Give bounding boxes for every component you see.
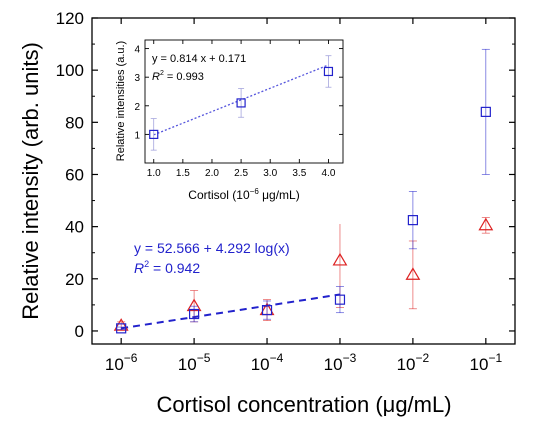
main-x-axis-label: Cortisol concentration (μg/mL)	[156, 392, 451, 417]
inset-x-tick-label-0: 1.0	[147, 168, 161, 179]
inset-y-axis-label: Relative intensities (a.u.)	[115, 41, 127, 161]
main-fit-r2: R2 = 0.942	[134, 259, 200, 276]
square-point-3-errorbar	[335, 286, 344, 314]
inset-x-tick-label-4: 3.0	[263, 168, 277, 179]
triangle-point-3	[332, 252, 348, 266]
inset-data-points	[149, 55, 334, 151]
triangle-point-5	[478, 217, 494, 231]
main-x-ticks: 10−6 10−5 10−4 10−3 10−2 10−1	[105, 18, 503, 374]
main-plot-frame	[91, 17, 516, 345]
square-point-3	[334, 294, 346, 305]
main-y-tick-label-5: 100	[56, 61, 84, 80]
main-fit-line	[121, 293, 341, 330]
inset-point-1-errorbar	[238, 88, 245, 118]
inset-square-point-2	[323, 66, 334, 77]
main-y-ticks: 0 20 40 60 80 100 120	[56, 9, 515, 341]
main-y-tick-label-2: 40	[65, 218, 84, 237]
square-point-0	[116, 323, 127, 334]
inset-x-tick-label-3: 2.5	[234, 168, 248, 179]
inset-background	[103, 24, 369, 224]
square-point-2-errorbar	[263, 300, 272, 320]
triangle-point-5-errorbar	[481, 217, 490, 234]
square-point-5	[480, 106, 491, 117]
square-point-1	[189, 308, 200, 320]
inset-fit-equation: y = 0.814 x + 0.171	[152, 53, 246, 65]
square-point-2	[261, 304, 273, 316]
inset-fit-r2: R2 = 0.993	[152, 70, 204, 83]
main-x-tick-label-1: 10−5	[178, 351, 211, 374]
main-y-tick-label-0: 0	[75, 322, 84, 341]
inset-square-point-1	[236, 98, 246, 108]
main-y-tick-label-1: 20	[65, 270, 84, 289]
inset-y-tick-label-2: 3	[134, 73, 140, 84]
main-fit-equation: y = 52.566 + 4.292 log(x)	[134, 240, 290, 256]
inset-x-tick-label-1: 1.5	[176, 168, 190, 179]
square-point-4-errorbar	[408, 191, 417, 250]
inset-square-point-0	[149, 129, 159, 139]
square-point-0-errorbar	[117, 326, 126, 331]
main-y-tick-label-3: 60	[65, 165, 84, 184]
main-y-axis-label: Relative intensity (arb. units)	[18, 42, 43, 320]
inset-fit-dotted-line	[153, 64, 329, 136]
main-y-tick-label-4: 80	[65, 113, 84, 132]
main-x-tick-label-3: 10−3	[324, 351, 357, 374]
main-x-tick-label-4: 10−2	[397, 351, 430, 374]
square-point-5-errorbar	[481, 48, 490, 175]
inset-y-tick-label-0: 1	[134, 130, 140, 141]
square-point-4	[407, 215, 418, 226]
main-x-tick-label-2: 10−4	[251, 351, 284, 374]
inset-y-tick-label-3: 4	[134, 45, 140, 56]
inset-y-ticks: 1 2 3 4	[134, 45, 343, 141]
inset-x-tick-label-5: 3.5	[292, 168, 306, 179]
main-fit-dashed-line	[121, 293, 341, 330]
triangle-point-4	[405, 267, 421, 280]
main-x-tick-label-5: 10−1	[470, 351, 503, 374]
inset-point-2-errorbar	[325, 55, 332, 88]
main-x-tick-label-0: 10−6	[105, 351, 138, 374]
inset-plot-frame	[144, 39, 344, 164]
inset-point-0-errorbar	[150, 118, 157, 151]
inset-x-ticks: 1.0 1.5 2.0 2.5 3.0 3.5 4.0	[147, 40, 336, 179]
inset-fit-line	[153, 64, 329, 136]
square-point-1-errorbar	[190, 305, 199, 323]
triangle-point-4-errorbar	[408, 240, 417, 310]
inset-y-tick-label-1: 2	[134, 102, 140, 113]
triangle-point-0	[113, 318, 129, 331]
inset-x-tick-label-6: 4.0	[321, 168, 335, 179]
inset-x-tick-label-2: 2.0	[205, 168, 219, 179]
main-y-tick-label-6: 120	[56, 9, 84, 28]
inset-x-axis-label: Cortisol (10−6 μg/mL)	[188, 187, 299, 202]
